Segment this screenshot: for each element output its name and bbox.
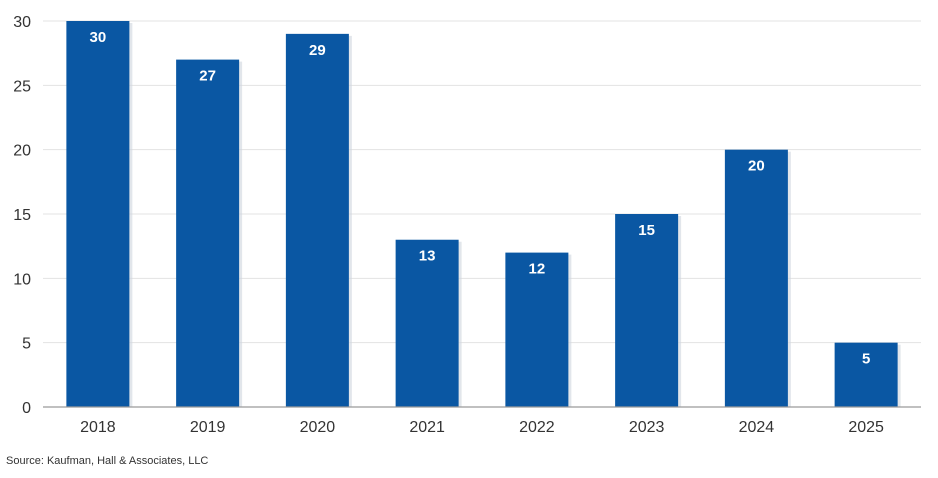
data-label-2024: 20	[748, 158, 765, 175]
data-label-2020: 29	[309, 42, 326, 59]
x-tick-label-2018: 2018	[80, 419, 116, 436]
data-label-2025: 5	[862, 351, 870, 368]
y-tick-label: 10	[13, 271, 31, 288]
x-tick-label-2022: 2022	[519, 419, 555, 436]
data-label-2022: 12	[529, 261, 546, 278]
x-tick-label-2024: 2024	[739, 419, 775, 436]
y-tick-label: 20	[13, 143, 31, 160]
x-tick-label-2021: 2021	[409, 419, 445, 436]
bar-2021	[395, 239, 459, 407]
y-tick-label: 30	[13, 14, 31, 31]
bar-2023	[615, 214, 679, 407]
source-note: Source: Kaufman, Hall & Associates, LLC	[6, 455, 209, 467]
y-tick-label: 25	[13, 78, 31, 95]
bar-2024	[724, 149, 788, 407]
x-tick-label-2020: 2020	[300, 419, 336, 436]
bars	[66, 21, 901, 407]
data-label-2018: 30	[90, 29, 107, 46]
bar-2018	[66, 21, 130, 407]
y-tick-label: 5	[22, 336, 31, 353]
data-label-2021: 13	[419, 248, 436, 265]
x-axis-ticks: 2018 2019 2020 2021 2022 2023 2024 2025	[80, 419, 884, 436]
bar-2025	[834, 342, 898, 407]
bar-2022	[505, 252, 569, 407]
data-label-2023: 15	[638, 222, 655, 239]
x-tick-label-2023: 2023	[629, 419, 665, 436]
data-label-2019: 27	[199, 68, 216, 85]
x-tick-label-2025: 2025	[848, 419, 884, 436]
y-tick-label: 15	[13, 207, 31, 224]
data-labels: 30 27 29 13 12 15 20 5	[90, 29, 871, 368]
bar-2019	[176, 59, 240, 407]
bar-2020	[285, 33, 349, 407]
y-axis-ticks: 0 5 10 15 20 25 30	[13, 14, 31, 417]
y-tick-label: 0	[22, 400, 31, 417]
x-tick-label-2019: 2019	[190, 419, 226, 436]
